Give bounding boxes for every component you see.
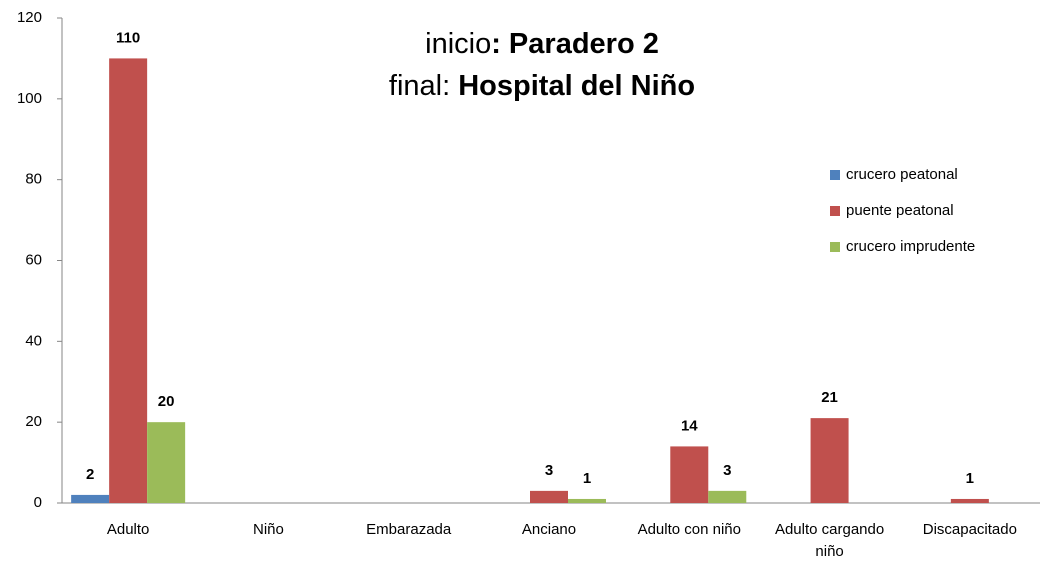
bar — [670, 446, 709, 503]
title-part: Hospital del Niño — [458, 70, 695, 102]
title-part: final: — [389, 70, 458, 102]
x-tick-label: Embarazada — [366, 521, 452, 538]
title-part: : Paradero 2 — [491, 28, 659, 60]
x-tick-label: Niño — [253, 521, 284, 538]
y-tick-label: 80 — [25, 171, 42, 188]
data-label: 14 — [681, 417, 698, 434]
bar — [810, 418, 849, 503]
data-label: 3 — [723, 462, 731, 479]
chart-title: final: Hospital del Niño — [389, 70, 695, 102]
y-tick-label: 20 — [25, 413, 42, 430]
x-tick-label: Discapacitado — [923, 521, 1017, 538]
data-label: 2 — [86, 466, 94, 483]
x-tick-label: niño — [815, 543, 843, 560]
bar — [708, 490, 747, 503]
bar — [530, 490, 568, 503]
data-label: 110 — [116, 29, 140, 46]
data-label: 1 — [583, 470, 591, 487]
chart-title: inicio: Paradero 2 — [425, 28, 659, 60]
bar — [71, 494, 110, 503]
bar — [568, 498, 606, 503]
y-tick-label: 120 — [17, 9, 42, 26]
x-tick-label: Adulto cargando — [775, 521, 884, 538]
legend-label: crucero peatonal — [846, 166, 958, 183]
x-tick-label: Anciano — [522, 521, 576, 538]
x-tick-label: Adulto — [107, 521, 150, 538]
y-tick-label: 40 — [25, 332, 42, 349]
y-tick-label: 0 — [34, 494, 42, 511]
legend-swatch — [830, 170, 840, 180]
legend-swatch — [830, 242, 840, 252]
y-tick-label: 100 — [17, 90, 42, 107]
title-part: inicio — [425, 28, 491, 60]
bar — [109, 58, 148, 504]
x-tick-label: Adulto con niño — [638, 521, 741, 538]
legend-label: puente peatonal — [846, 202, 954, 219]
data-label: 21 — [821, 389, 838, 406]
bar — [950, 498, 989, 503]
data-label: 3 — [545, 462, 553, 479]
legend-swatch — [830, 206, 840, 216]
bar — [147, 422, 186, 503]
legend-label: crucero imprudente — [846, 238, 975, 255]
data-label: 20 — [158, 393, 175, 410]
y-tick-label: 60 — [25, 251, 42, 268]
data-label: 1 — [966, 470, 974, 487]
